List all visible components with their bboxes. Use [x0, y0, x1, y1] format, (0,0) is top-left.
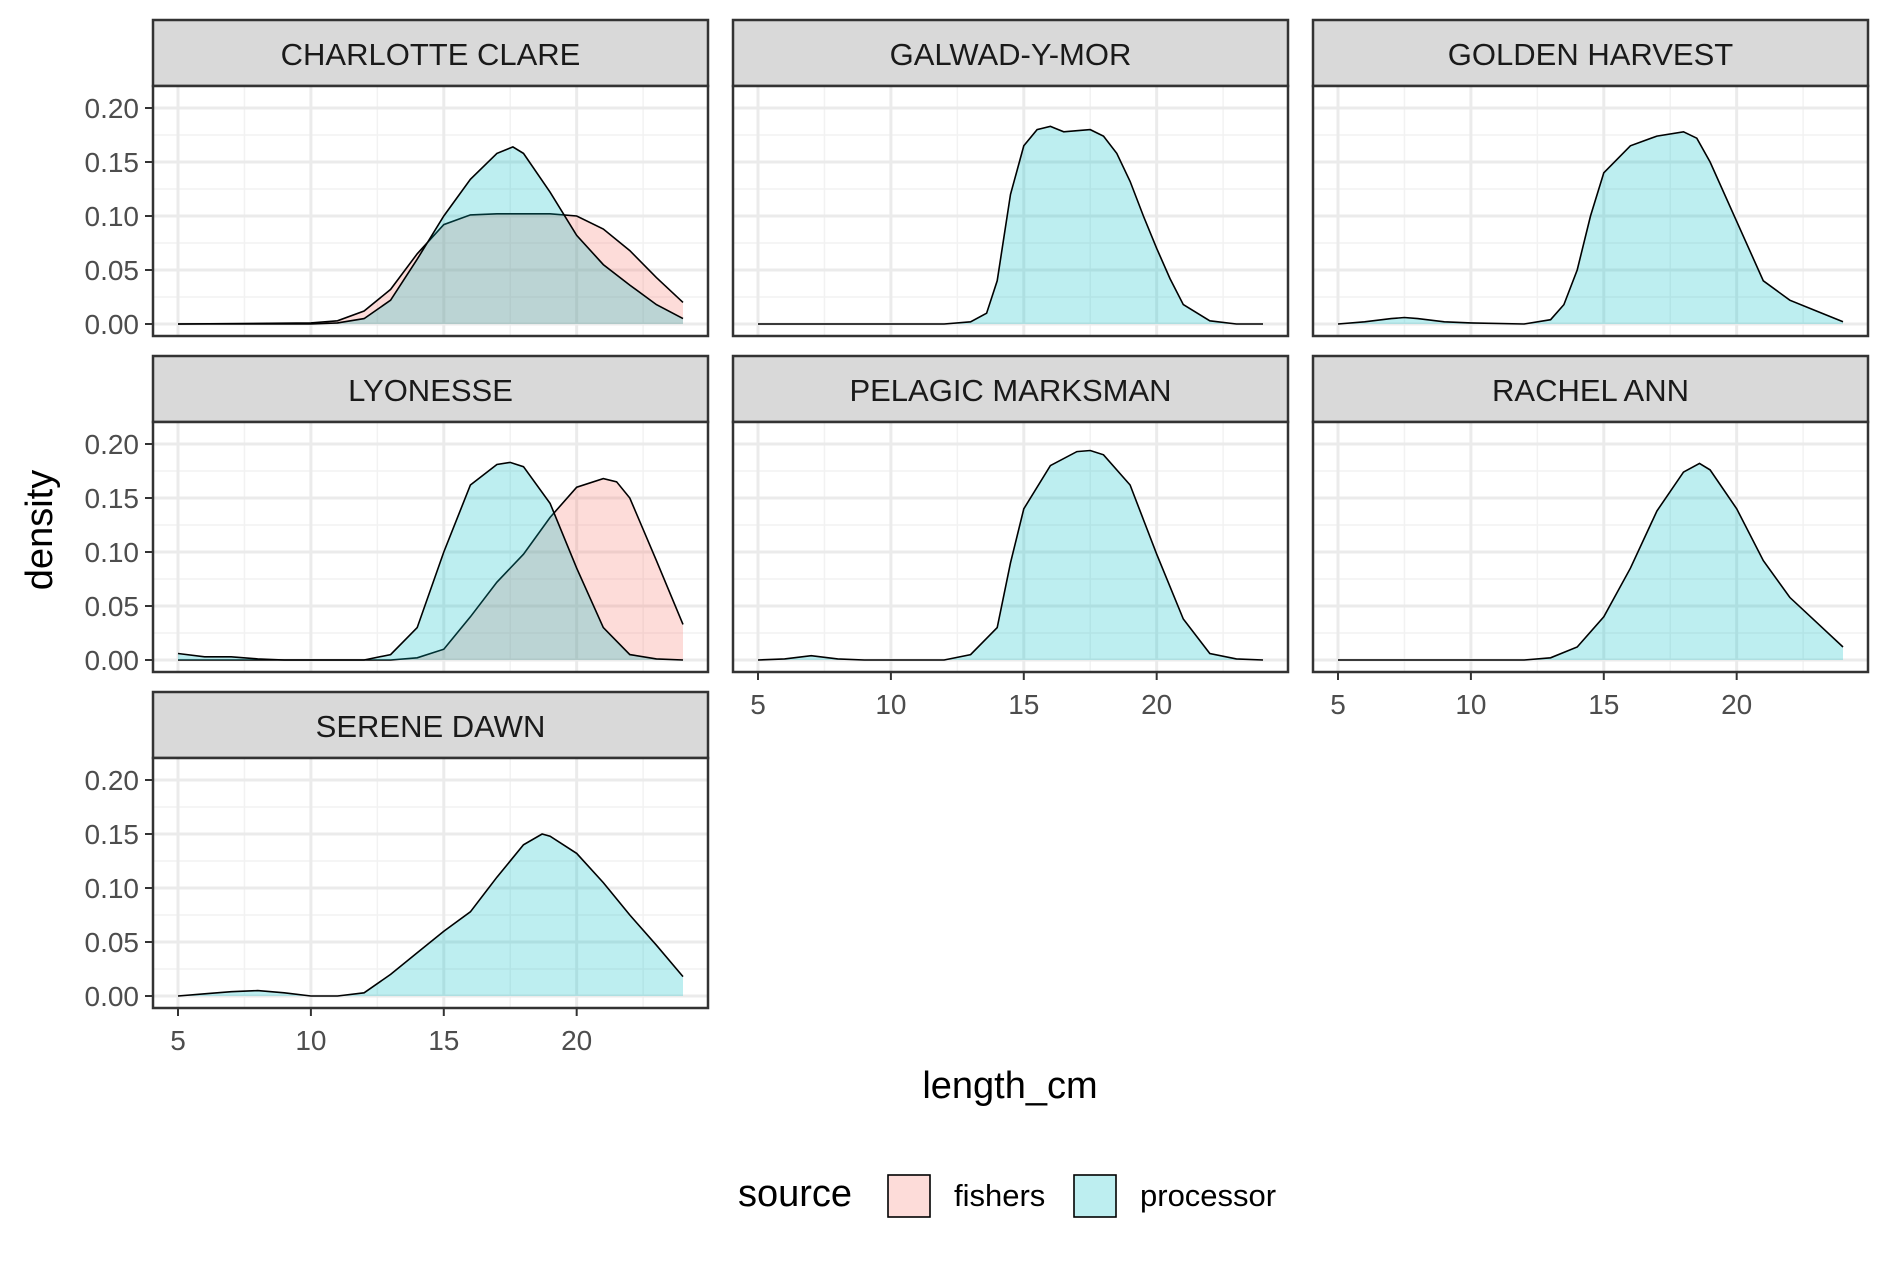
x-tick-label: 5 [1330, 689, 1346, 720]
legend-key-fishers [887, 1174, 931, 1218]
x-tick-label: 10 [875, 689, 906, 720]
y-tick-label: 0.20 [85, 93, 140, 124]
legend-label-fishers: fishers [954, 1178, 1045, 1213]
x-tick-label: 15 [1008, 689, 1039, 720]
x-axis-label: length_cm [922, 1065, 1097, 1107]
facet-strip [731, 18, 1290, 88]
panel-border [1311, 84, 1870, 338]
y-tick-label: 0.10 [85, 873, 140, 904]
facet-serene-dawn: SERENE DAWN 0.00 0.05 0.10 0.15 0.20 5 10 15 20 [85, 690, 710, 1056]
y-tick-label: 0.00 [85, 981, 140, 1012]
y-tick-label: 0.00 [85, 309, 140, 340]
plot-panel [153, 86, 708, 336]
facet-strip [151, 690, 710, 760]
plot-panel [153, 758, 708, 1008]
facet-rachel-ann: RACHEL ANN 5 10 15 20 [1311, 354, 1870, 720]
y-tick-label: 0.10 [85, 201, 140, 232]
x-tick-label: 20 [1141, 689, 1172, 720]
x-tick-label: 20 [561, 1025, 592, 1056]
density-line-processor [758, 125, 1263, 325]
plot-panel [1313, 86, 1868, 336]
facet-strip [151, 354, 710, 424]
y-tick-label: 0.20 [85, 429, 140, 460]
plot-panel [153, 422, 708, 672]
x-tick-label: 10 [295, 1025, 326, 1056]
density-area-processor [758, 126, 1263, 325]
x-tick-label: 5 [170, 1025, 186, 1056]
y-tick-label: 0.10 [85, 537, 140, 568]
facet-strip-label: GOLDEN HARVEST [1448, 37, 1733, 72]
x-tick-label: 15 [1588, 689, 1619, 720]
y-tick-label: 0.05 [85, 255, 140, 286]
panel-border [151, 84, 710, 338]
legend-key-bg [887, 1174, 931, 1218]
facet-golden-harvest: GOLDEN HARVEST [1311, 18, 1870, 338]
y-tick-label: 0.05 [85, 591, 140, 622]
panel-border [731, 420, 1290, 674]
density-area-fishers [178, 213, 683, 324]
density-line-processor [757, 449, 1264, 661]
legend: source fishers processor [738, 1173, 1276, 1218]
y-tick-label: 0.15 [85, 147, 140, 178]
density-area-processor [1338, 131, 1843, 324]
facet-strip-label: LYONESSE [348, 373, 513, 408]
density-area-fishers [178, 478, 683, 660]
panel-border [731, 84, 1290, 338]
y-axis-label: density [19, 470, 61, 590]
density-area-processor [178, 146, 683, 324]
x-tick-label: 5 [750, 689, 766, 720]
facet-charlotte-clare: CHARLOTTE CLARE 0.00 0.05 0.10 0.15 0.20 [85, 18, 710, 340]
legend-key-processor [1073, 1174, 1117, 1218]
y-tick-label: 0.15 [85, 819, 140, 850]
density-area-processor [178, 834, 683, 996]
facet-strip-label: SERENE DAWN [316, 709, 546, 744]
facet-strip [1311, 18, 1870, 88]
panel-border [151, 420, 710, 674]
density-line-fishers [178, 477, 684, 661]
density-area-processor [178, 462, 683, 660]
y-tick-label: 0.20 [85, 765, 140, 796]
density-line-fishers [177, 213, 684, 325]
density-line-processor [1338, 462, 1844, 661]
x-tick-label: 10 [1455, 689, 1486, 720]
panel-border [1311, 420, 1870, 674]
plot-panel [733, 422, 1288, 672]
legend-title: source [738, 1173, 852, 1215]
legend-key-bg [1073, 1174, 1117, 1218]
x-tick-label: 20 [1721, 689, 1752, 720]
x-tick-label: 15 [428, 1025, 459, 1056]
facet-strip-label: GALWAD-Y-MOR [890, 37, 1132, 72]
plot-panel [733, 86, 1288, 336]
y-tick-label: 0.15 [85, 483, 140, 514]
facet-strip-label: CHARLOTTE CLARE [281, 37, 581, 72]
facet-strip-label: PELAGIC MARKSMAN [849, 373, 1171, 408]
facet-pelagic-marksman: PELAGIC MARKSMAN 5 10 15 20 [731, 354, 1290, 720]
legend-label-processor: processor [1140, 1178, 1276, 1213]
density-line-processor [177, 461, 684, 661]
facet-galwad-y-mor: GALWAD-Y-MOR [731, 18, 1290, 338]
density-line-processor [177, 833, 684, 997]
density-area-processor [1338, 463, 1843, 660]
density-line-processor [178, 146, 684, 325]
panel-border [151, 756, 710, 1010]
facet-strip [151, 18, 710, 88]
facet-panels: CHARLOTTE CLARE 0.00 0.05 0.10 0.15 0.20 GALWA… [85, 18, 1870, 1056]
y-tick-label: 0.00 [85, 645, 140, 676]
plot-panel [1313, 422, 1868, 672]
facet-strip [731, 354, 1290, 424]
density-line-processor [1337, 130, 1844, 325]
y-tick-label: 0.05 [85, 927, 140, 958]
facet-strip-label: RACHEL ANN [1492, 373, 1689, 408]
facet-lyonesse: LYONESSE 0.00 0.05 0.10 0.15 0.20 [85, 354, 710, 676]
